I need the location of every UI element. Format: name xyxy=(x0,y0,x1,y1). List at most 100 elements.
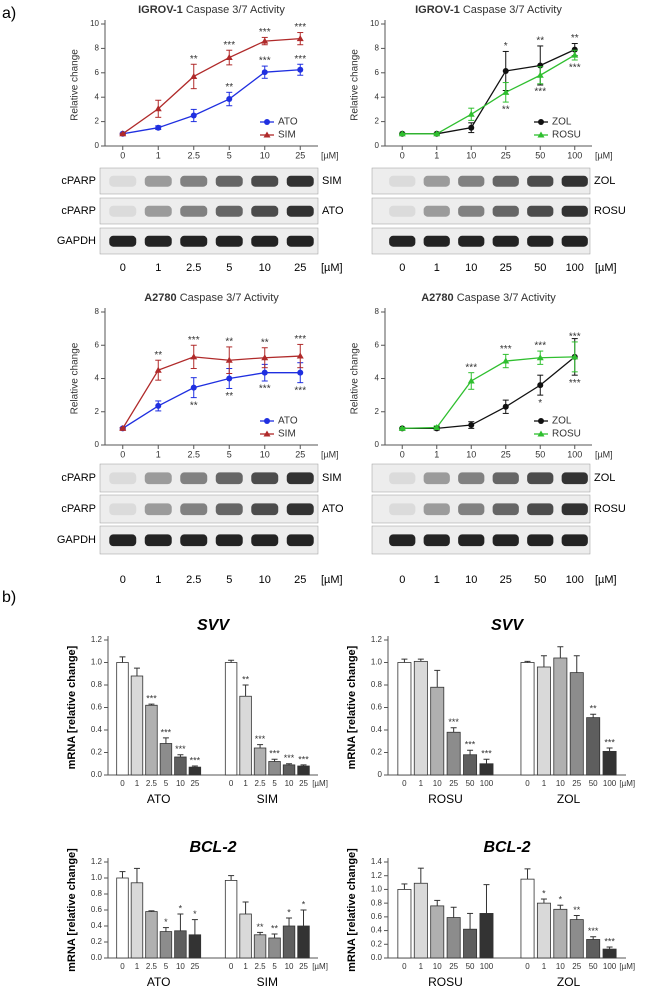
bar xyxy=(586,717,601,776)
significance: *** xyxy=(255,734,266,744)
significance: *** xyxy=(294,54,306,65)
significance: ** xyxy=(536,36,544,47)
y-tick-label: 6 xyxy=(375,68,380,77)
bar xyxy=(479,763,494,776)
point xyxy=(398,424,406,431)
bar xyxy=(174,756,187,776)
lane-unit: [µM] xyxy=(595,574,617,586)
blot-band xyxy=(527,503,554,516)
blot-band xyxy=(251,534,279,547)
y-tick-label: 4 xyxy=(95,92,100,101)
y-tick-label: 1.0 xyxy=(371,885,383,894)
chart-title: BCL-2 xyxy=(483,839,530,856)
bar xyxy=(602,948,617,959)
blot-band xyxy=(180,235,208,247)
blot-band xyxy=(389,472,416,485)
blot-band xyxy=(286,175,314,187)
y-tick-label: 1.0 xyxy=(371,658,383,667)
y-tick-label: 8 xyxy=(95,307,100,316)
lane-label: 2.5 xyxy=(186,262,201,274)
bar xyxy=(145,911,158,959)
chart-title: A2780 Caspase 3/7 Activity xyxy=(421,292,556,304)
blot-band xyxy=(458,235,485,247)
series-line xyxy=(122,355,301,429)
significance: *** xyxy=(481,749,492,759)
bar xyxy=(297,765,310,776)
blot-band xyxy=(215,175,243,187)
y-axis-label: mRNA [relative change] xyxy=(66,848,78,972)
blot-band xyxy=(423,205,450,217)
x-tick-label: 25 xyxy=(572,779,581,788)
significance: *** xyxy=(146,694,157,704)
bar xyxy=(268,761,281,776)
significance: *** xyxy=(223,40,235,51)
blot-band xyxy=(180,534,208,547)
significance: ** xyxy=(571,33,579,44)
point xyxy=(398,130,406,137)
significance: *** xyxy=(448,717,459,727)
chart-title: IGROV-1 Caspase 3/7 Activity xyxy=(415,4,562,16)
bar xyxy=(130,882,144,959)
y-tick-label: 0.6 xyxy=(371,912,383,921)
x-tick-label: 2.5 xyxy=(146,779,158,788)
significance: * xyxy=(164,917,168,927)
y-tick-label: 0.4 xyxy=(91,725,103,734)
point xyxy=(155,402,162,409)
bar xyxy=(602,750,617,776)
x-tick-label: 1 xyxy=(243,962,248,971)
significance: * xyxy=(542,888,546,898)
blot-right-label: SIM xyxy=(322,472,342,484)
blot-band xyxy=(215,503,243,516)
legend-label: ATO xyxy=(278,117,298,128)
significance: *** xyxy=(294,385,306,396)
blot-band xyxy=(144,175,172,187)
y-tick-label: 4 xyxy=(375,92,380,101)
point xyxy=(433,130,441,137)
blot-band xyxy=(144,503,172,516)
point xyxy=(433,424,441,431)
bar xyxy=(239,913,252,959)
point xyxy=(297,66,304,73)
significance: ** xyxy=(225,391,233,402)
x-tick-label: 10 xyxy=(176,962,185,971)
x-tick-label: 50 xyxy=(589,779,598,788)
blot-left-label: GAPDH xyxy=(57,235,96,247)
blot-band xyxy=(251,175,279,187)
blot-band xyxy=(286,534,314,547)
lane-label: 25 xyxy=(500,574,512,586)
series-line xyxy=(402,49,576,135)
x-tick-label: 100 xyxy=(480,962,494,971)
blot-band xyxy=(180,205,208,217)
lane-label: 100 xyxy=(566,262,584,274)
title-text: Caspase 3/7 Activity xyxy=(463,4,563,16)
blot-band xyxy=(527,205,554,217)
point xyxy=(225,356,233,363)
bar xyxy=(253,934,267,959)
y-tick-label: 6 xyxy=(95,340,100,349)
x-tick-label: 2.5 xyxy=(146,962,158,971)
bar xyxy=(520,662,535,776)
x-tick-label: 1 xyxy=(419,962,424,971)
title-text: Caspase 3/7 Activity xyxy=(186,4,286,16)
significance: *** xyxy=(190,755,201,765)
lane-label: 25 xyxy=(294,574,306,586)
bar xyxy=(463,754,478,776)
y-tick-label: 2 xyxy=(95,407,100,416)
y-tick-label: 0 xyxy=(375,440,380,449)
lane-label: 1 xyxy=(155,262,161,274)
x-tick-label: 0 xyxy=(229,779,234,788)
title-cell-line: IGROV-1 xyxy=(138,4,183,16)
point xyxy=(571,51,579,58)
blot-band xyxy=(423,534,450,547)
x-tick-label: 50 xyxy=(589,962,598,971)
x-tick-label: 5 xyxy=(164,962,169,971)
significance: *** xyxy=(298,754,309,764)
significance: *** xyxy=(604,936,615,946)
x-unit: [µM] xyxy=(312,962,328,971)
y-tick-label: 0.6 xyxy=(91,703,103,712)
x-tick-label: 50 xyxy=(466,779,475,788)
bar xyxy=(553,657,568,776)
group-label: ROSU xyxy=(428,975,463,989)
legend-marker xyxy=(538,119,544,125)
